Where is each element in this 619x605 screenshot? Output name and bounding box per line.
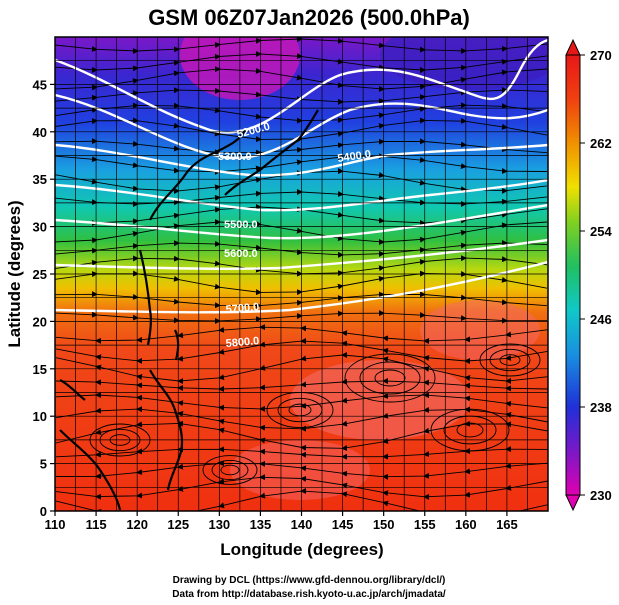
- colorbar-tick-label: 262: [590, 136, 612, 151]
- y-tick-label: 25: [33, 267, 47, 282]
- colorbar-ticks: 230 238 246 254 262 270: [580, 48, 612, 503]
- chart-title: GSM 06Z07Jan2026 (500.0hPa): [148, 5, 470, 30]
- colorbar-body: [565, 54, 581, 496]
- y-axis-ticks: 0 5 10 15 20 25 30 35 40 45: [33, 77, 55, 519]
- x-tick-label: 110: [45, 517, 66, 532]
- contour-5500: [55, 178, 548, 212]
- x-tick-label: 120: [126, 517, 148, 532]
- streamline-eddy: [456, 422, 484, 438]
- height-contours: [55, 38, 548, 314]
- x-tick-label: 155: [414, 517, 436, 532]
- x-tick-label: 150: [373, 517, 395, 532]
- credit-line-1: Drawing by DCL (https://www.gfd-dennou.o…: [173, 575, 446, 586]
- streamline-eddy: [430, 408, 510, 452]
- x-tick-label: 135: [250, 517, 272, 532]
- contour-label-5300: 5300.0: [218, 151, 252, 163]
- colorbar-tick-label: 230: [590, 488, 612, 503]
- streamline-eddy: [202, 455, 258, 485]
- x-tick-label: 160: [455, 517, 477, 532]
- x-tick-label: 145: [332, 517, 354, 532]
- contour-label-5400: 5400.0: [337, 148, 372, 165]
- x-tick-label: 165: [496, 517, 518, 532]
- colorbar-bottom-arrow: [565, 494, 581, 512]
- streamline-eddy: [374, 369, 406, 387]
- contour-label-5500: 5500.0: [224, 219, 258, 231]
- streamline-eddy: [489, 348, 531, 372]
- streamline-eddy: [359, 361, 421, 395]
- x-tick-label: 140: [291, 517, 313, 532]
- coastline-east-china: [138, 249, 152, 346]
- streamline-eddy: [220, 464, 240, 476]
- streamline: [55, 487, 548, 511]
- coastline-japan: [224, 109, 319, 196]
- colorbar-top-arrow: [565, 38, 581, 56]
- streamline-eddy: [344, 353, 436, 403]
- contour-5300: [55, 93, 548, 160]
- credit-line-2: Data from http://database.rish.kyoto-u.a…: [172, 589, 446, 600]
- x-tick-label: 125: [167, 517, 189, 532]
- contour-label-5600: 5600.0: [224, 248, 258, 260]
- contour-label-5700: 5700.0: [225, 301, 260, 316]
- coastline-indochina: [59, 379, 86, 401]
- contour-5700: [55, 238, 548, 270]
- contour-5400: [55, 143, 548, 177]
- y-axis-label: Latitude (degrees): [5, 200, 24, 347]
- plot-area: 5200.0 5300.0 5400.0 5500.0 5600.0 5700.…: [54, 36, 549, 512]
- colorbar-tick-label: 246: [590, 312, 612, 327]
- x-axis-ticks: 110 115 120 125 130 135 140 145 150 155 160 165: [45, 511, 518, 532]
- contour-5200: [55, 38, 548, 134]
- grid: [55, 37, 548, 511]
- cold-pool-east: [380, 37, 548, 90]
- streamline-eddy: [479, 343, 541, 377]
- streamline-eddy: [499, 354, 521, 366]
- y-tick-label: 15: [33, 362, 47, 377]
- contour-label-5800: 5800.0: [225, 335, 260, 350]
- y-tick-label: 20: [33, 314, 47, 329]
- contour-5800: [55, 260, 548, 314]
- y-tick-label: 35: [33, 172, 47, 187]
- colorbar-tick-label: 238: [590, 400, 612, 415]
- colorbar: 230 238 246 254 262 270: [565, 38, 612, 512]
- y-tick-label: 45: [33, 77, 47, 92]
- contour-5600: [55, 203, 548, 240]
- x-tick-label: 130: [208, 517, 230, 532]
- y-tick-label: 10: [33, 409, 47, 424]
- y-tick-label: 0: [40, 504, 47, 519]
- y-tick-label: 5: [40, 457, 47, 472]
- y-tick-label: 30: [33, 220, 47, 235]
- x-tick-label: 115: [86, 517, 107, 532]
- coastline-china-korea: [149, 129, 246, 221]
- x-axis-label: Longitude (degrees): [220, 540, 383, 559]
- y-tick-label: 40: [33, 125, 47, 140]
- colorbar-tick-label: 254: [590, 224, 612, 239]
- colorbar-tick-label: 270: [590, 48, 612, 63]
- streamline-eddy: [211, 459, 249, 481]
- coastline-philippines: [149, 369, 184, 491]
